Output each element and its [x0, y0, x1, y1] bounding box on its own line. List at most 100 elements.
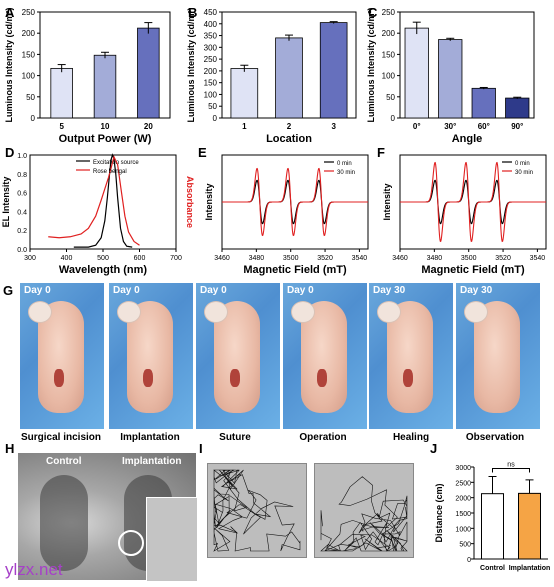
photo-caption: Healing	[392, 432, 430, 443]
wound-mark	[317, 369, 327, 387]
wound-mark	[230, 369, 240, 387]
legend-entry: 0 min	[515, 161, 530, 167]
track-plot-implantation	[314, 463, 414, 558]
panel-label-j: J	[430, 441, 438, 456]
x-tick-label: 30°	[444, 122, 456, 131]
x-tick-label: Control	[480, 565, 505, 572]
y-tick-label: 50	[26, 93, 35, 102]
wound-mark	[403, 369, 413, 387]
y-tick-label: 200	[382, 29, 396, 38]
panel-label-b: B	[188, 5, 198, 20]
y-axis-label: Intensity	[204, 183, 214, 220]
panel-label-h: H	[5, 441, 15, 456]
mouse-photo: Day 0	[109, 283, 193, 429]
y-axis-label: Distance (cm)	[434, 483, 444, 542]
day-label: Day 0	[24, 285, 51, 296]
x-tick-label: 500	[97, 255, 109, 262]
y-tick-label: 1.0	[17, 153, 27, 160]
day-label: Day 0	[200, 285, 227, 296]
y-tick-label: 0	[213, 114, 218, 123]
photo-caption: Surgical incision	[20, 432, 102, 443]
chart-b: 0 50 100 150 200 250 300 350 400 450 1 2 3 Location Lu…	[186, 7, 357, 145]
mouse-photo: Day 0	[196, 283, 280, 429]
x-tick-label: 3500	[461, 255, 477, 262]
panel-label-g: G	[3, 283, 14, 298]
bar	[471, 87, 496, 119]
bar	[319, 22, 348, 119]
series-line	[222, 167, 368, 237]
significance-bracket	[492, 468, 530, 473]
chart-f: 3460 3480 3500 3520 3540 0 min 30 min Magnetic …	[382, 154, 547, 276]
mouse-ear	[377, 301, 401, 323]
chart-c: 0 50 100 150 200 250 0° 30° 60° 90° Angle Luminous …	[366, 7, 535, 145]
day-label: Day 0	[287, 285, 314, 296]
x-axis-label: Wavelength (nm)	[59, 264, 148, 276]
y-tick-label: 150	[204, 79, 218, 88]
x-axis-label: Location	[266, 133, 312, 145]
legend-entry: 30 min	[515, 170, 533, 176]
y-tick-label: 2500	[455, 480, 471, 487]
photo-caption: Suture	[219, 432, 251, 443]
x-tick-label: 2	[287, 122, 292, 131]
x-tick-label: 3500	[283, 255, 299, 262]
x-axis-label: Magnetic Field (mT)	[243, 264, 347, 276]
bar	[275, 37, 303, 119]
y-tick-label: 50	[208, 102, 217, 111]
series-line	[400, 161, 546, 243]
y-tick-label: 250	[204, 55, 218, 64]
mouse-ear	[117, 301, 141, 323]
y-tick-label: 150	[382, 50, 396, 59]
y-tick-label: 1500	[455, 511, 471, 518]
y-tick-label: 1000	[455, 526, 471, 533]
bar	[50, 67, 73, 119]
y-axis-label: Luminous Intensity (cd/m²)	[4, 7, 14, 122]
x-tick-label: 60°	[478, 122, 490, 131]
x-axis-label: Angle	[452, 133, 483, 145]
mouse-photo: Day 0	[283, 283, 367, 429]
y-axis-label: EL Intensity	[1, 177, 11, 228]
y-tick-label: 2000	[455, 496, 471, 503]
panel-label-f: F	[377, 145, 385, 160]
x-tick-label: 3520	[495, 255, 511, 262]
y-tick-label: 50	[386, 93, 395, 102]
y-tick-label: 250	[382, 8, 396, 17]
y-tick-label: 200	[204, 67, 218, 76]
series-line	[73, 153, 133, 248]
x-tick-label: 3460	[392, 255, 408, 262]
y-tick-label: 0.0	[17, 247, 27, 254]
chart-d: 300 400 500 600 700 0.0 0.2 0.4 0.6 0.8 1.0 Excitat…	[1, 153, 195, 276]
y-axis-label: Luminous Intensity (cd/m²)	[186, 7, 196, 122]
mouse-ear	[28, 301, 52, 323]
x-tick-label: 3540	[352, 255, 368, 262]
bar	[230, 68, 259, 119]
bar	[518, 492, 541, 560]
chart-j: 0 500 1000 1500 2000 2500 3000 Control Implantat…	[434, 462, 551, 572]
chart-a: 0 50 100 150 200 250 5 10 20 Output Power (W) Lumi…	[4, 7, 171, 145]
y-tick-label: 0	[391, 114, 396, 123]
photo-caption: Observation	[465, 432, 525, 443]
x-tick-label: Implantation	[509, 565, 551, 572]
x-tick-label: 3480	[427, 255, 443, 262]
bar	[93, 54, 117, 119]
panel-label-a: A	[5, 5, 15, 20]
bar	[137, 27, 160, 119]
y-tick-label: 450	[204, 8, 218, 17]
mouse-ear	[464, 301, 488, 323]
bar	[404, 27, 429, 119]
y-tick-label: 100	[22, 72, 36, 81]
mouse-photo: Day 30	[369, 283, 453, 429]
y-tick-label: 200	[22, 29, 36, 38]
mouse-ear	[291, 301, 315, 323]
x-tick-label: 3540	[530, 255, 546, 262]
x-tick-label: 10	[101, 122, 110, 131]
y-tick-label: 0.2	[17, 228, 27, 235]
significance-label: ns	[507, 462, 515, 469]
y-axis-label: Luminous Intensity (cd/m²)	[366, 7, 376, 122]
y-tick-label: 350	[204, 32, 218, 41]
mouse-photo: Day 30	[456, 283, 540, 429]
y-tick-label: 500	[459, 542, 471, 549]
bar	[505, 97, 530, 119]
y2-axis-label: Absorbance	[185, 176, 195, 228]
photo-caption: Operation	[299, 432, 347, 443]
chart-e: 3460 3480 3500 3520 3540 0 min 30 min Magnetic …	[204, 154, 369, 276]
